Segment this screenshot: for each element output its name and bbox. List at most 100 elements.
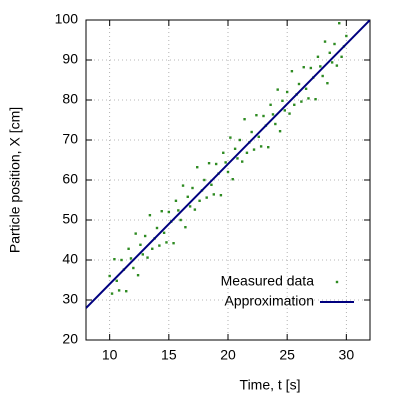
- data-point: [222, 151, 225, 154]
- data-point: [267, 146, 270, 149]
- x-tick-label: 30: [339, 347, 355, 363]
- data-point: [115, 279, 118, 282]
- data-point: [224, 161, 227, 164]
- data-point: [345, 34, 348, 38]
- y-tick-label: 70: [62, 131, 78, 147]
- data-point: [229, 136, 232, 139]
- data-point: [326, 82, 329, 85]
- data-point: [241, 160, 244, 163]
- legend-swatch: [335, 280, 339, 284]
- data-point: [203, 178, 206, 182]
- x-tick-label: 20: [220, 347, 236, 363]
- data-point: [198, 199, 201, 202]
- data-point: [274, 122, 277, 126]
- data-point: [193, 208, 197, 211]
- data-point: [132, 266, 135, 270]
- data-point: [167, 210, 171, 214]
- data-point: [304, 87, 308, 90]
- data-point: [158, 244, 161, 247]
- data-point: [179, 218, 182, 222]
- y-tick-label: 20: [62, 331, 78, 347]
- data-point: [120, 258, 123, 262]
- data-point: [139, 243, 142, 246]
- data-point: [321, 74, 324, 78]
- data-point: [285, 90, 289, 94]
- data-point: [233, 147, 237, 150]
- data-point: [319, 65, 322, 68]
- data-point: [300, 100, 303, 103]
- y-tick-label: 100: [55, 11, 79, 27]
- data-point: [281, 99, 284, 102]
- y-tick-label: 80: [62, 91, 78, 107]
- y-tick-label: 30: [62, 291, 78, 307]
- data-point: [108, 274, 111, 278]
- data-point: [262, 114, 265, 118]
- data-point: [207, 162, 211, 165]
- data-point: [236, 157, 239, 160]
- data-point: [196, 166, 199, 169]
- data-point: [245, 151, 249, 154]
- data-point: [184, 226, 187, 229]
- data-point: [174, 199, 178, 202]
- x-tick-label: 25: [279, 347, 295, 363]
- data-point: [141, 253, 144, 256]
- legend-label: Approximation: [225, 293, 315, 309]
- data-point: [177, 209, 180, 212]
- y-tick-label: 90: [62, 51, 78, 67]
- data-point: [143, 234, 147, 238]
- data-point: [231, 178, 234, 181]
- data-point: [283, 109, 286, 112]
- data-point: [165, 241, 168, 244]
- data-point: [316, 55, 320, 58]
- data-point: [226, 170, 230, 174]
- data-point: [243, 118, 246, 121]
- data-point: [172, 242, 175, 245]
- data-point: [278, 130, 282, 133]
- data-point: [134, 232, 137, 235]
- data-point: [293, 103, 296, 106]
- data-point: [323, 40, 327, 43]
- data-point: [314, 98, 317, 101]
- data-point: [181, 184, 185, 187]
- data-point: [269, 103, 272, 106]
- data-point: [255, 114, 258, 117]
- data-point: [335, 64, 339, 67]
- data-point: [129, 257, 133, 260]
- data-point: [271, 113, 275, 116]
- plot-border: [85, 19, 371, 341]
- y-axis-label: Particle position, X [cm]: [7, 107, 23, 253]
- data-point: [186, 195, 189, 198]
- data-point: [191, 186, 194, 190]
- data-point: [219, 194, 223, 197]
- y-tick-label: 60: [62, 171, 78, 187]
- data-point: [257, 135, 260, 138]
- data-point: [205, 196, 208, 199]
- data-point: [136, 274, 140, 277]
- y-tick-label: 50: [62, 211, 78, 227]
- data-point: [125, 290, 128, 293]
- data-point: [259, 145, 263, 148]
- data-point: [307, 97, 310, 100]
- data-point: [252, 148, 256, 151]
- legend-label: Measured data: [221, 273, 315, 289]
- x-tick-label: 15: [161, 347, 177, 363]
- data-point: [162, 231, 166, 234]
- data-point: [151, 247, 154, 250]
- data-point: [309, 66, 313, 70]
- data-point: [188, 205, 192, 208]
- data-point: [333, 42, 336, 46]
- data-point: [338, 22, 341, 25]
- data-point: [330, 61, 334, 64]
- data-point: [276, 88, 279, 91]
- x-tick-label: 10: [102, 347, 118, 363]
- data-point: [238, 138, 242, 142]
- data-point: [302, 66, 305, 69]
- data-point: [340, 55, 343, 58]
- data-point: [297, 82, 301, 86]
- data-point: [148, 214, 152, 217]
- data-point: [160, 210, 163, 213]
- data-point: [212, 193, 215, 196]
- data-point: [250, 130, 253, 134]
- x-axis-label: Time, t [s]: [240, 377, 301, 393]
- data-point: [214, 162, 218, 166]
